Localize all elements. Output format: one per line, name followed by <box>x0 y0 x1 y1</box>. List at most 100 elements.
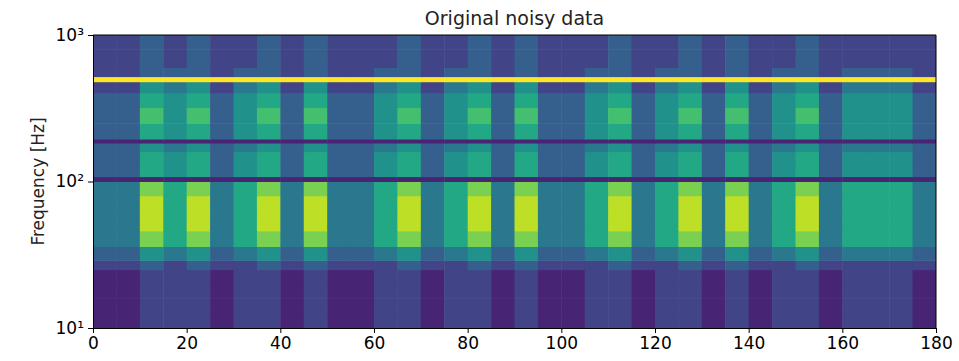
cell <box>913 107 936 123</box>
cell <box>257 260 281 270</box>
cells <box>93 35 936 328</box>
cell <box>163 284 187 299</box>
cell <box>725 107 749 123</box>
cell <box>421 82 445 94</box>
cell <box>561 298 585 314</box>
cell <box>585 152 609 166</box>
cell <box>421 107 445 123</box>
cell <box>772 214 796 231</box>
cell <box>234 214 258 231</box>
cell <box>116 139 140 144</box>
cell <box>163 247 187 261</box>
cell <box>351 284 375 299</box>
cell <box>234 68 258 78</box>
cell <box>655 247 679 261</box>
tick: 80 <box>457 328 479 353</box>
cell <box>257 68 281 78</box>
cell <box>866 270 890 285</box>
cell <box>515 196 539 215</box>
cell <box>913 314 936 328</box>
cell <box>444 165 468 177</box>
cell <box>725 314 749 328</box>
cell <box>280 152 304 166</box>
cell <box>702 165 726 177</box>
cell <box>561 49 585 68</box>
cell <box>608 35 632 50</box>
cell <box>515 314 539 328</box>
cell <box>866 139 890 144</box>
cell <box>819 260 843 270</box>
cell <box>889 298 913 314</box>
cell <box>140 107 164 123</box>
cell <box>702 247 726 261</box>
cell <box>913 49 936 68</box>
cell <box>842 247 866 261</box>
cell <box>93 270 117 285</box>
tick: 10¹ <box>56 318 93 338</box>
cell <box>796 298 820 314</box>
cell <box>468 314 492 328</box>
cell <box>819 93 843 108</box>
cell <box>163 231 187 247</box>
cell <box>210 49 234 68</box>
cell <box>515 260 539 270</box>
cell <box>515 107 539 123</box>
cell <box>678 260 702 270</box>
cell <box>421 298 445 314</box>
cell <box>655 123 679 139</box>
cell <box>421 152 445 166</box>
cell <box>421 214 445 231</box>
cell <box>93 182 117 197</box>
cell <box>819 77 843 83</box>
cell <box>93 165 117 177</box>
cell <box>585 177 609 182</box>
cell <box>632 165 656 177</box>
cell <box>140 231 164 247</box>
cell <box>538 260 562 270</box>
cell <box>749 260 773 270</box>
cell <box>257 284 281 299</box>
cell <box>749 182 773 197</box>
cell <box>327 139 351 144</box>
cell <box>655 82 679 94</box>
cell <box>889 231 913 247</box>
cell <box>561 314 585 328</box>
cell <box>702 143 726 152</box>
cell <box>796 231 820 247</box>
cell <box>374 35 398 50</box>
cell <box>678 82 702 94</box>
cell <box>749 93 773 108</box>
cell <box>257 196 281 215</box>
cell <box>397 143 421 152</box>
cell <box>842 35 866 50</box>
cell <box>632 314 656 328</box>
tick-mark <box>88 328 93 329</box>
cell <box>397 77 421 83</box>
cell <box>374 77 398 83</box>
cell <box>866 182 890 197</box>
cell <box>702 82 726 94</box>
cell <box>889 107 913 123</box>
cell <box>585 231 609 247</box>
cell <box>538 270 562 285</box>
cell <box>374 270 398 285</box>
cell <box>351 82 375 94</box>
cell <box>187 123 211 139</box>
cell <box>210 123 234 139</box>
cell <box>280 35 304 50</box>
cell <box>140 68 164 78</box>
cell <box>257 247 281 261</box>
cell <box>374 139 398 144</box>
cell <box>163 270 187 285</box>
cell <box>842 214 866 231</box>
cell <box>866 107 890 123</box>
tick: 20 <box>176 328 198 353</box>
cell <box>561 139 585 144</box>
cell <box>468 270 492 285</box>
cell <box>491 165 515 177</box>
cell <box>772 123 796 139</box>
cell <box>280 165 304 177</box>
cell <box>163 182 187 197</box>
cell <box>796 314 820 328</box>
cell <box>491 93 515 108</box>
